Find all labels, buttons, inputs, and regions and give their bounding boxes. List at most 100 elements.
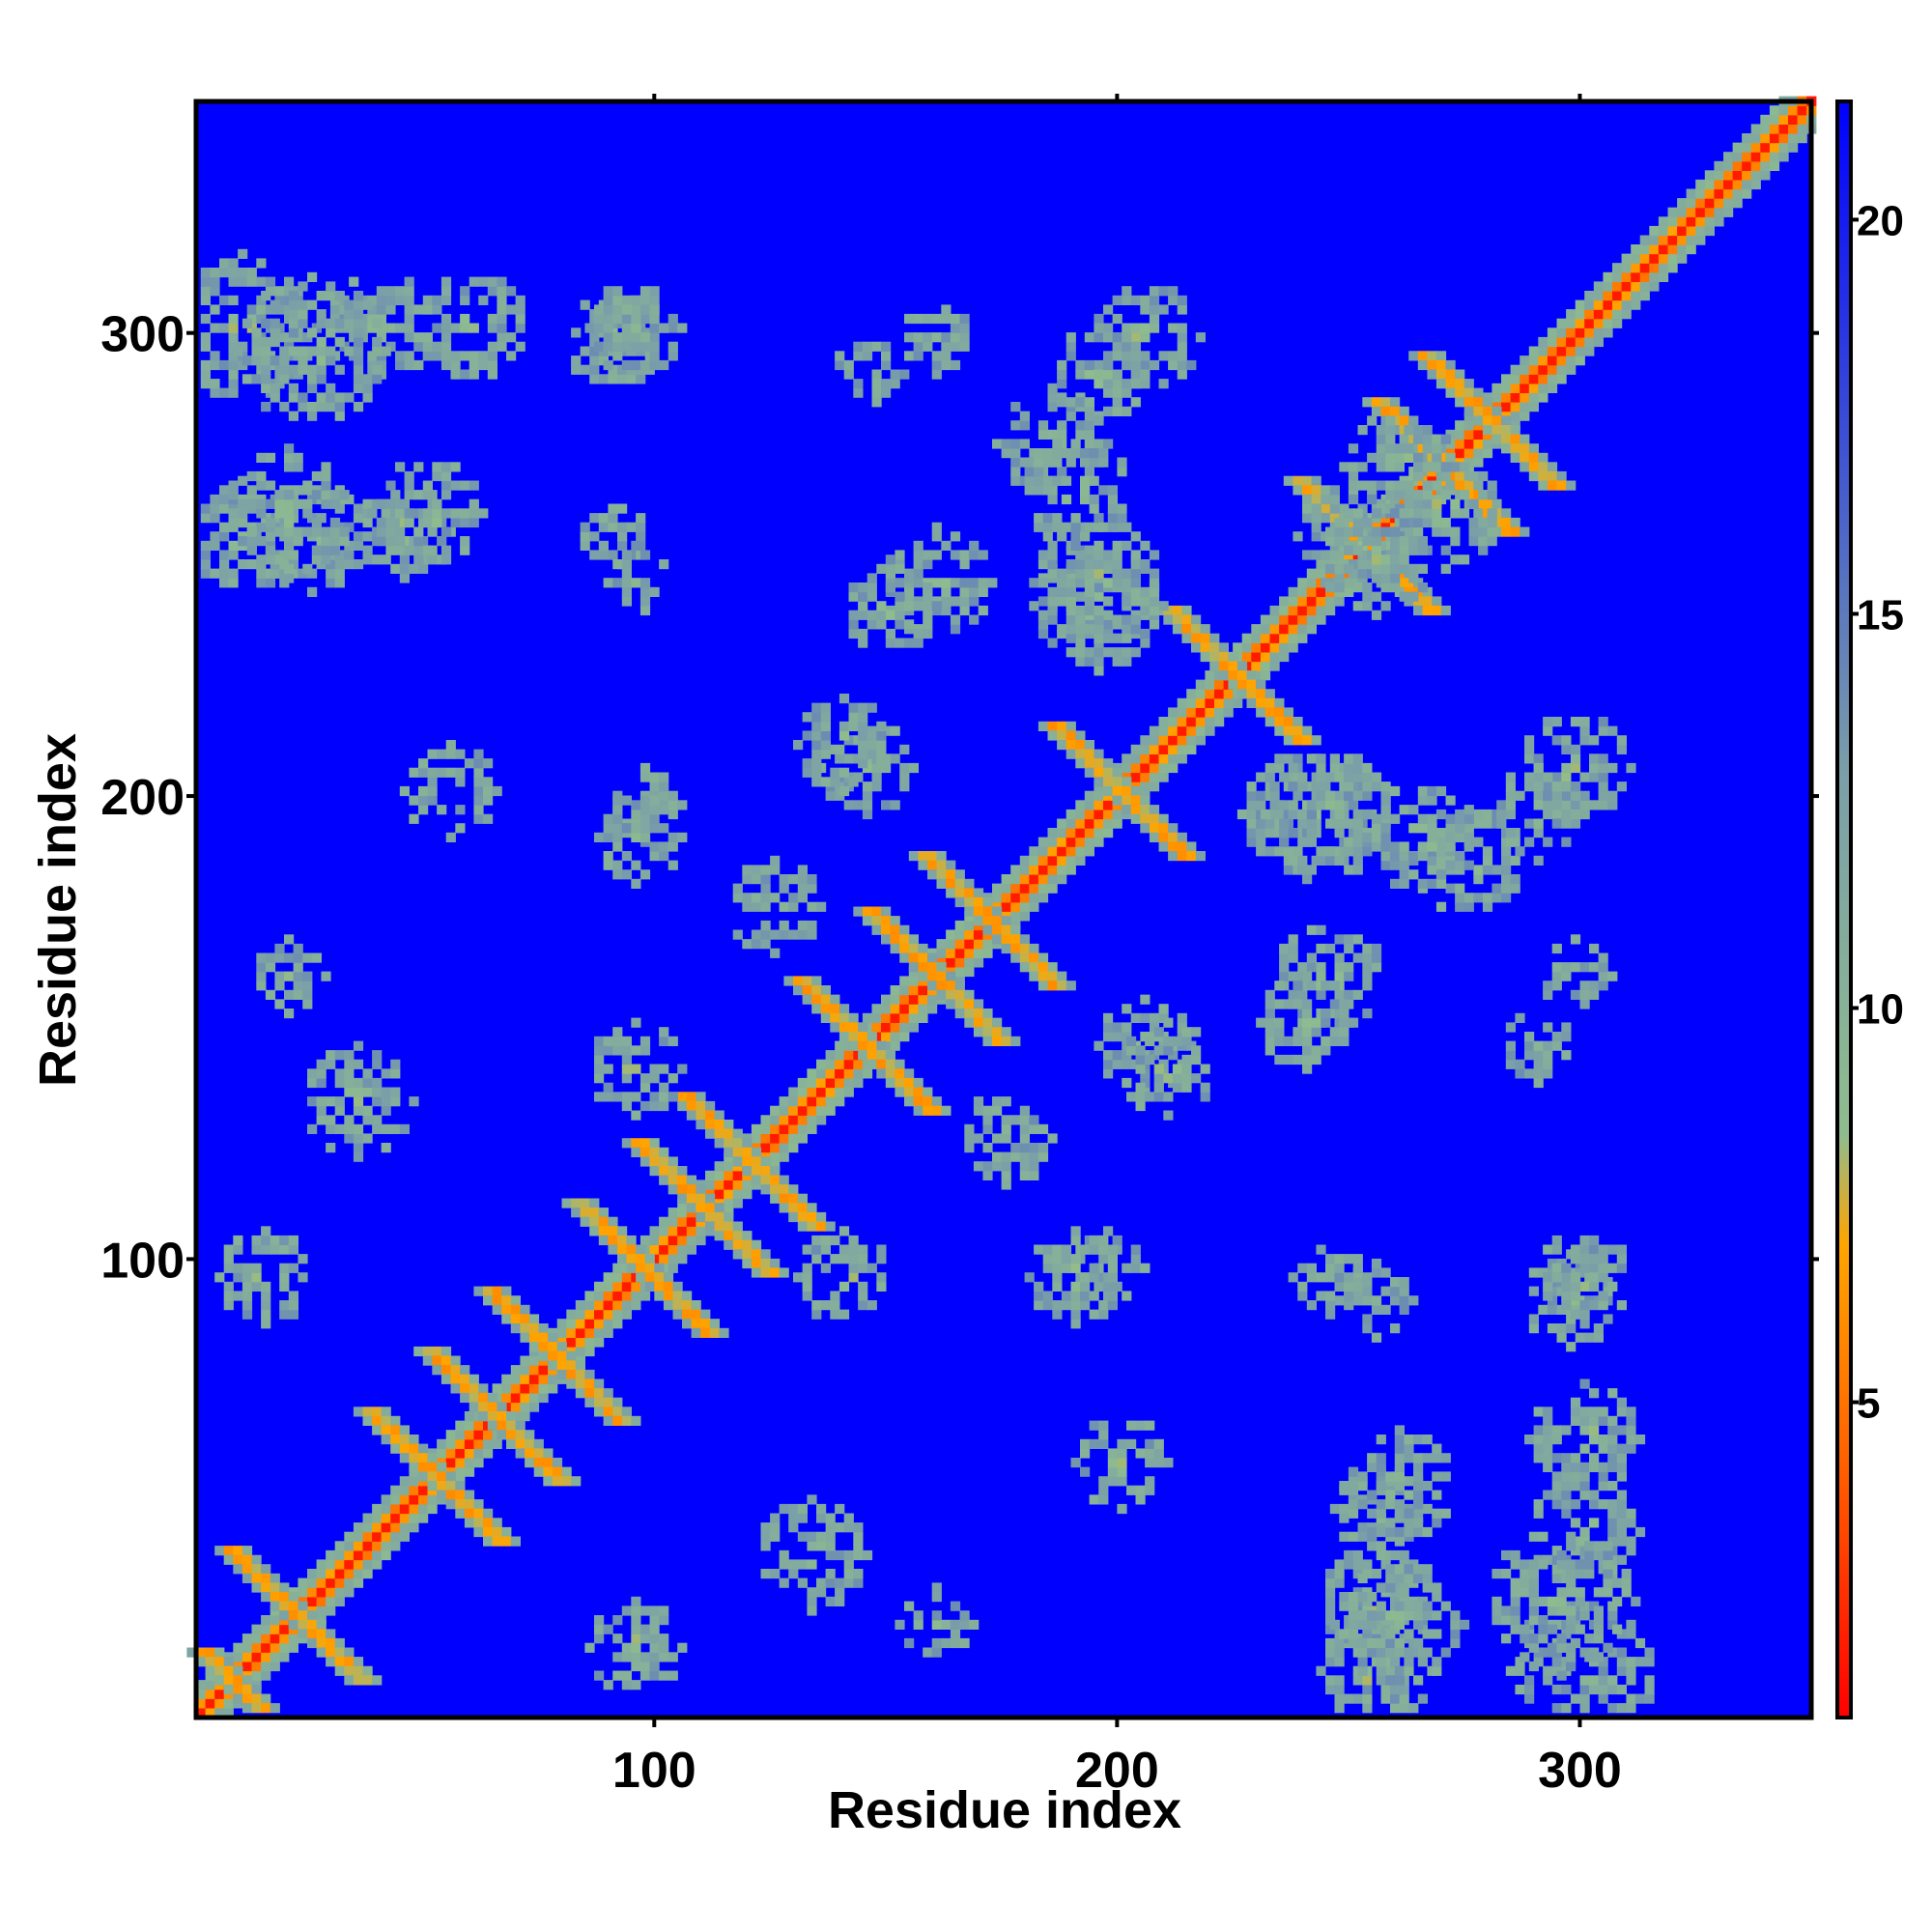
heatmap-cell: [1112, 1235, 1122, 1246]
heatmap-cell: [200, 379, 211, 389]
heatmap-cell: [1607, 1244, 1618, 1255]
heatmap-cell: [659, 851, 669, 862]
heatmap-cell: [1528, 1615, 1539, 1626]
heatmap-cell: [261, 1652, 271, 1662]
heatmap-cell: [483, 1295, 494, 1306]
heatmap-cell: [575, 1309, 585, 1320]
heatmap-cell: [473, 1448, 484, 1459]
heatmap-cell: [612, 1272, 623, 1283]
heatmap-cell: [344, 1577, 355, 1588]
heatmap-cell: [1463, 480, 1474, 491]
heatmap-cell: [422, 490, 433, 500]
heatmap-cell: [1598, 1415, 1608, 1426]
heatmap-cell: [908, 851, 919, 862]
heatmap-cell: [816, 1221, 827, 1232]
heatmap-cell: [1061, 1291, 1072, 1301]
heatmap-cell: [1598, 762, 1608, 774]
heatmap-cell: [1547, 355, 1558, 366]
heatmap-cell: [1427, 855, 1437, 866]
heatmap-cell: [1112, 818, 1122, 829]
heatmap-cell: [418, 1453, 429, 1463]
heatmap-cell: [788, 1184, 799, 1195]
heatmap-cell: [219, 485, 230, 496]
heatmap-cell: [668, 841, 678, 852]
heatmap-cell: [1520, 1624, 1530, 1634]
heatmap-cell: [1556, 1332, 1567, 1343]
heatmap-cell: [1094, 647, 1104, 658]
heatmap-cell: [1463, 429, 1474, 440]
heatmap-cell: [890, 1040, 900, 1051]
heatmap-cell: [1570, 717, 1581, 727]
heatmap-cell: [1566, 318, 1577, 328]
heatmap-cell: [918, 952, 928, 963]
heatmap-cell: [1001, 1036, 1011, 1046]
heatmap-cell: [427, 785, 438, 797]
heatmap-cell: [709, 1319, 720, 1329]
heatmap-cell: [1390, 397, 1401, 408]
heatmap-cell: [432, 462, 442, 472]
heatmap-cell: [298, 299, 308, 310]
heatmap-cell: [626, 1263, 637, 1273]
heatmap-cell: [838, 1032, 850, 1042]
heatmap-cell: [1316, 989, 1326, 1000]
heatmap-cell: [1455, 420, 1465, 431]
heatmap-cell: [649, 1244, 660, 1255]
heatmap-cell: [1413, 1601, 1424, 1611]
heatmap-cell: [1334, 818, 1345, 829]
heatmap-cell: [1616, 1254, 1627, 1264]
heatmap-cell: [1316, 855, 1326, 866]
heatmap-cell: [329, 536, 341, 547]
heatmap-cell: [941, 341, 952, 352]
heatmap-cell: [1626, 1665, 1636, 1676]
heatmap-cell: [1607, 800, 1618, 810]
heatmap-cell: [1181, 614, 1192, 625]
heatmap-cell: [964, 1017, 975, 1028]
heatmap-cell: [732, 1231, 743, 1241]
heatmap-cell: [649, 1642, 660, 1653]
heatmap-cell: [1435, 828, 1447, 838]
heatmap-cell: [1385, 1647, 1396, 1658]
heatmap-cell: [885, 1068, 895, 1079]
heatmap-cell: [639, 1147, 651, 1157]
heatmap-cell: [1510, 874, 1520, 885]
heatmap-cell: [1344, 934, 1354, 945]
heatmap-cell: [1362, 1314, 1373, 1324]
heatmap-cell: [1223, 697, 1234, 708]
heatmap-cell: [1380, 781, 1391, 792]
heatmap-cell: [497, 1411, 507, 1422]
heatmap-cell: [1047, 874, 1058, 885]
heatmap-cell: [381, 1087, 391, 1097]
heatmap-cell: [696, 1100, 706, 1112]
heatmap-cell: [1080, 1291, 1091, 1301]
heatmap-cell: [1177, 697, 1187, 708]
heatmap-cell: [1075, 730, 1086, 741]
heatmap-cell: [238, 268, 248, 278]
heatmap-cell: [858, 1032, 868, 1042]
heatmap-cell: [1551, 980, 1562, 991]
heatmap-cell: [1528, 1569, 1539, 1579]
heatmap-cell: [1084, 411, 1094, 421]
heatmap-cell: [1524, 735, 1535, 746]
heatmap-cell: [1339, 1592, 1350, 1603]
heatmap-cell: [1065, 624, 1076, 635]
heatmap-cell: [1177, 744, 1187, 754]
heatmap-cell: [329, 498, 341, 509]
heatmap-cell: [1473, 480, 1484, 491]
heatmap-cell: [923, 1105, 933, 1116]
heatmap-cell: [1260, 670, 1271, 681]
heatmap-cell: [261, 1235, 271, 1246]
heatmap-cell: [946, 957, 956, 968]
heatmap-cell: [1130, 762, 1141, 774]
heatmap-cell: [1413, 1481, 1424, 1492]
heatmap-cell: [959, 550, 970, 560]
heatmap-cell: [714, 1221, 724, 1232]
heatmap-cell: [1089, 1291, 1099, 1301]
heatmap-cell: [1122, 647, 1132, 658]
heatmap-cell: [316, 309, 327, 320]
heatmap-cell: [1603, 1577, 1613, 1588]
heatmap-cell: [497, 1420, 507, 1431]
heatmap-cell: [399, 785, 410, 797]
heatmap-cell: [200, 503, 211, 514]
heatmap-cell: [228, 540, 239, 551]
heatmap-cell: [362, 498, 373, 509]
